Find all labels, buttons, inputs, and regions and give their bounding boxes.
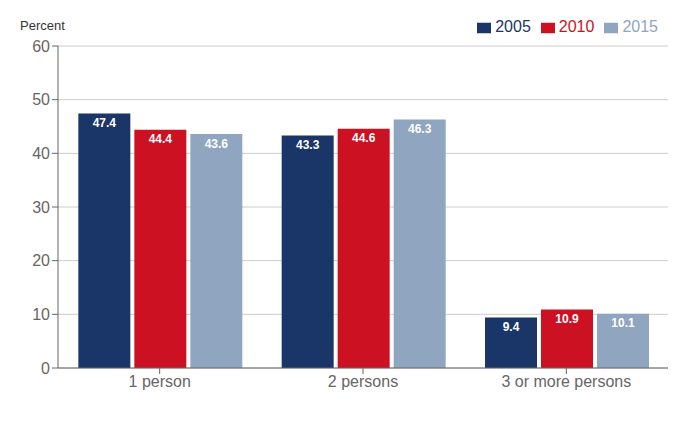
svg-text:46.3: 46.3: [408, 122, 432, 136]
html-text:2005: 2005: [495, 18, 531, 35]
svg-text:10: 10: [32, 306, 50, 323]
svg-text:47.4: 47.4: [93, 116, 117, 130]
svg-text:0: 0: [41, 360, 50, 377]
svg-text:60: 60: [32, 38, 50, 55]
svg-text:1 person: 1 person: [129, 373, 191, 390]
svg-text:3 or more persons: 3 or more persons: [501, 373, 631, 390]
html-text:2010: 2010: [558, 18, 595, 35]
svg-text:9.4: 9.4: [503, 320, 520, 334]
svg-text:43.3: 43.3: [296, 138, 320, 152]
svg-text:50: 50: [32, 91, 50, 108]
svg-text:10.9: 10.9: [555, 312, 579, 326]
svg-text:30: 30: [32, 199, 50, 216]
svg-text:20: 20: [32, 252, 50, 269]
svg-text:40: 40: [32, 145, 50, 162]
html-text:Percent: Percent: [20, 18, 65, 33]
svg-text:43.6: 43.6: [205, 137, 229, 151]
svg-text:2 persons: 2 persons: [328, 373, 398, 390]
svg-text:44.6: 44.6: [352, 131, 376, 145]
html-text:2015: 2015: [622, 18, 658, 35]
svg-text:44.4: 44.4: [149, 132, 173, 146]
svg-text:10.1: 10.1: [611, 316, 635, 330]
